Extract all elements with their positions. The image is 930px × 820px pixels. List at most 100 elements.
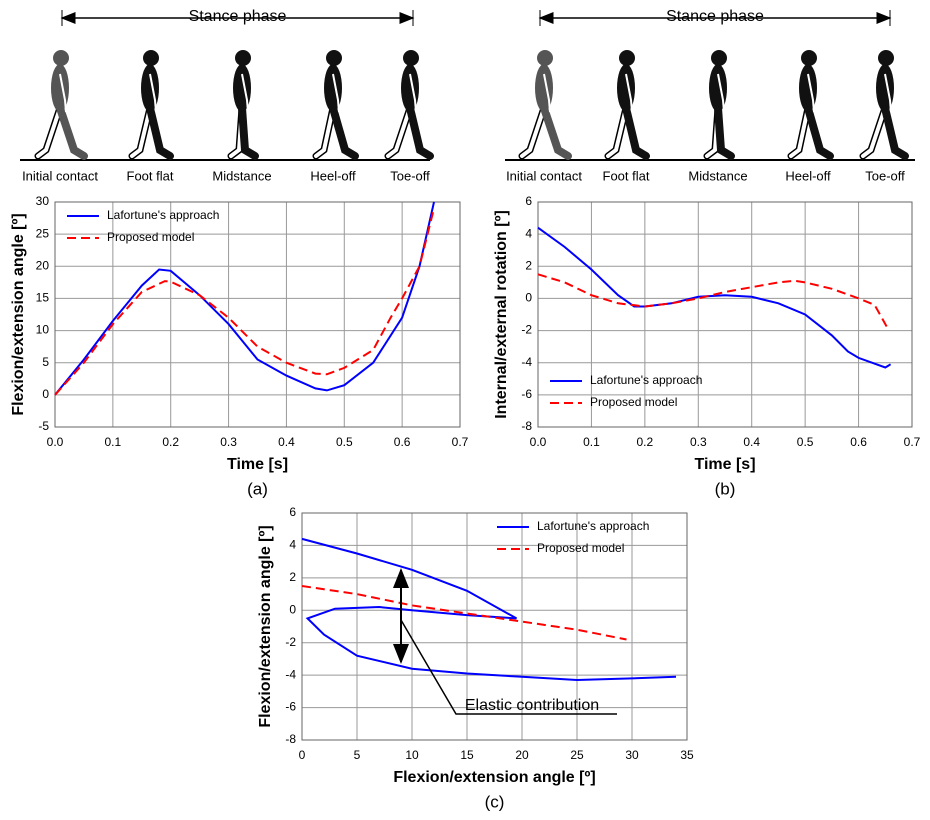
y-tick-label: 10 (36, 323, 50, 337)
series-line (54, 201, 435, 396)
elastic-arrow (393, 568, 617, 715)
walker-figure (227, 50, 259, 160)
y-tick-label: 30 (36, 194, 50, 208)
back-leg-fill (130, 106, 152, 158)
y-tick-label: -2 (285, 635, 296, 649)
series-line (537, 226, 892, 369)
x-tick-label: 0.1 (583, 435, 600, 449)
panel-label: (b) (715, 479, 736, 498)
y-tick-label: 6 (289, 505, 296, 519)
walker-figure (312, 50, 359, 160)
head (801, 50, 817, 66)
arm (332, 73, 340, 113)
phase-label: Toe-off (390, 168, 430, 183)
x-axis-title: Time [s] (227, 456, 288, 473)
x-tick-label: 0.5 (336, 435, 353, 449)
head (235, 50, 251, 66)
series-line (537, 273, 889, 330)
head (403, 50, 419, 66)
phase-label: Heel-off (785, 168, 831, 183)
x-axis-title: Time [s] (694, 456, 755, 473)
arm (59, 73, 67, 113)
front-leg (406, 104, 434, 160)
panel-label: (c) (485, 792, 505, 811)
phase-label: Toe-off (865, 168, 905, 183)
head (537, 50, 553, 66)
y-tick-label: -4 (521, 355, 532, 369)
legend-label: Proposed model (590, 395, 677, 409)
series-line (54, 208, 435, 396)
y-tick-label: -8 (521, 419, 532, 433)
front-leg (622, 104, 650, 160)
walker-figure (703, 50, 735, 160)
y-tick-label: 5 (42, 355, 49, 369)
front-leg (329, 104, 359, 160)
back-leg-fill (606, 106, 628, 158)
front-leg (881, 104, 909, 160)
x-tick-label: 5 (354, 748, 361, 762)
phase-label: Foot flat (603, 168, 650, 183)
y-tick-label: 2 (525, 258, 532, 272)
y-tick-label: 15 (36, 291, 50, 305)
x-tick-label: 35 (680, 748, 694, 762)
x-tick-label: 0.3 (690, 435, 707, 449)
legend-label: Proposed model (537, 541, 624, 555)
series-line (301, 537, 677, 682)
head (619, 50, 635, 66)
walker-figure (128, 50, 174, 160)
plot-frame (301, 512, 688, 741)
front-leg (540, 104, 572, 160)
arm (241, 73, 249, 113)
annotation: Elastic contribution (465, 697, 599, 714)
phase-label: Initial contact (506, 168, 582, 183)
x-tick-label: 25 (570, 748, 584, 762)
phase-label: Midstance (688, 168, 747, 183)
x-tick-label: 0.6 (850, 435, 867, 449)
front-leg (238, 104, 259, 160)
x-tick-label: 0 (299, 748, 306, 762)
arm (409, 73, 417, 113)
y-tick-label: 0 (525, 291, 532, 305)
y-tick-label: -6 (285, 700, 296, 714)
head (53, 50, 69, 66)
arm (149, 73, 157, 113)
y-tick-label: 0 (42, 387, 49, 401)
y-axis-title: Internal/external rotation [º] (493, 210, 510, 419)
phase-label: Heel-off (310, 168, 356, 183)
arm (543, 73, 551, 113)
y-tick-label: 4 (289, 538, 296, 552)
back-leg-fill (861, 106, 887, 158)
arm (884, 73, 892, 113)
panel-label: (a) (247, 479, 268, 498)
front-leg (56, 104, 88, 160)
y-axis-title: Flexion/extension angle [º] (257, 525, 274, 727)
phase-label: Foot flat (127, 168, 174, 183)
front-leg (146, 104, 174, 160)
head (326, 50, 342, 66)
y-tick-label: 2 (289, 570, 296, 584)
x-tick-label: 0.2 (162, 435, 179, 449)
x-tick-label: 0.2 (637, 435, 654, 449)
y-tick-label: 25 (36, 226, 50, 240)
arm (625, 73, 633, 113)
walker-figure (604, 50, 650, 160)
y-tick-label: -2 (521, 323, 532, 337)
legend-label: Lafortune's approach (590, 373, 702, 387)
phase-label: Midstance (212, 168, 271, 183)
front-leg (804, 104, 834, 160)
head (143, 50, 159, 66)
x-tick-label: 30 (625, 748, 639, 762)
walker-figure (518, 50, 572, 160)
x-tick-label: 0.4 (743, 435, 760, 449)
y-tick-label: -4 (285, 667, 296, 681)
x-tick-label: 15 (460, 748, 474, 762)
legend-label: Proposed model (107, 230, 194, 244)
x-tick-label: 10 (405, 748, 419, 762)
y-tick-label: -8 (285, 732, 296, 746)
x-tick-label: 20 (515, 748, 529, 762)
walker-figure (787, 50, 834, 160)
y-tick-label: -6 (521, 387, 532, 401)
back-leg-fill (789, 106, 810, 158)
x-axis-title: Flexion/extension angle [º] (393, 769, 595, 786)
